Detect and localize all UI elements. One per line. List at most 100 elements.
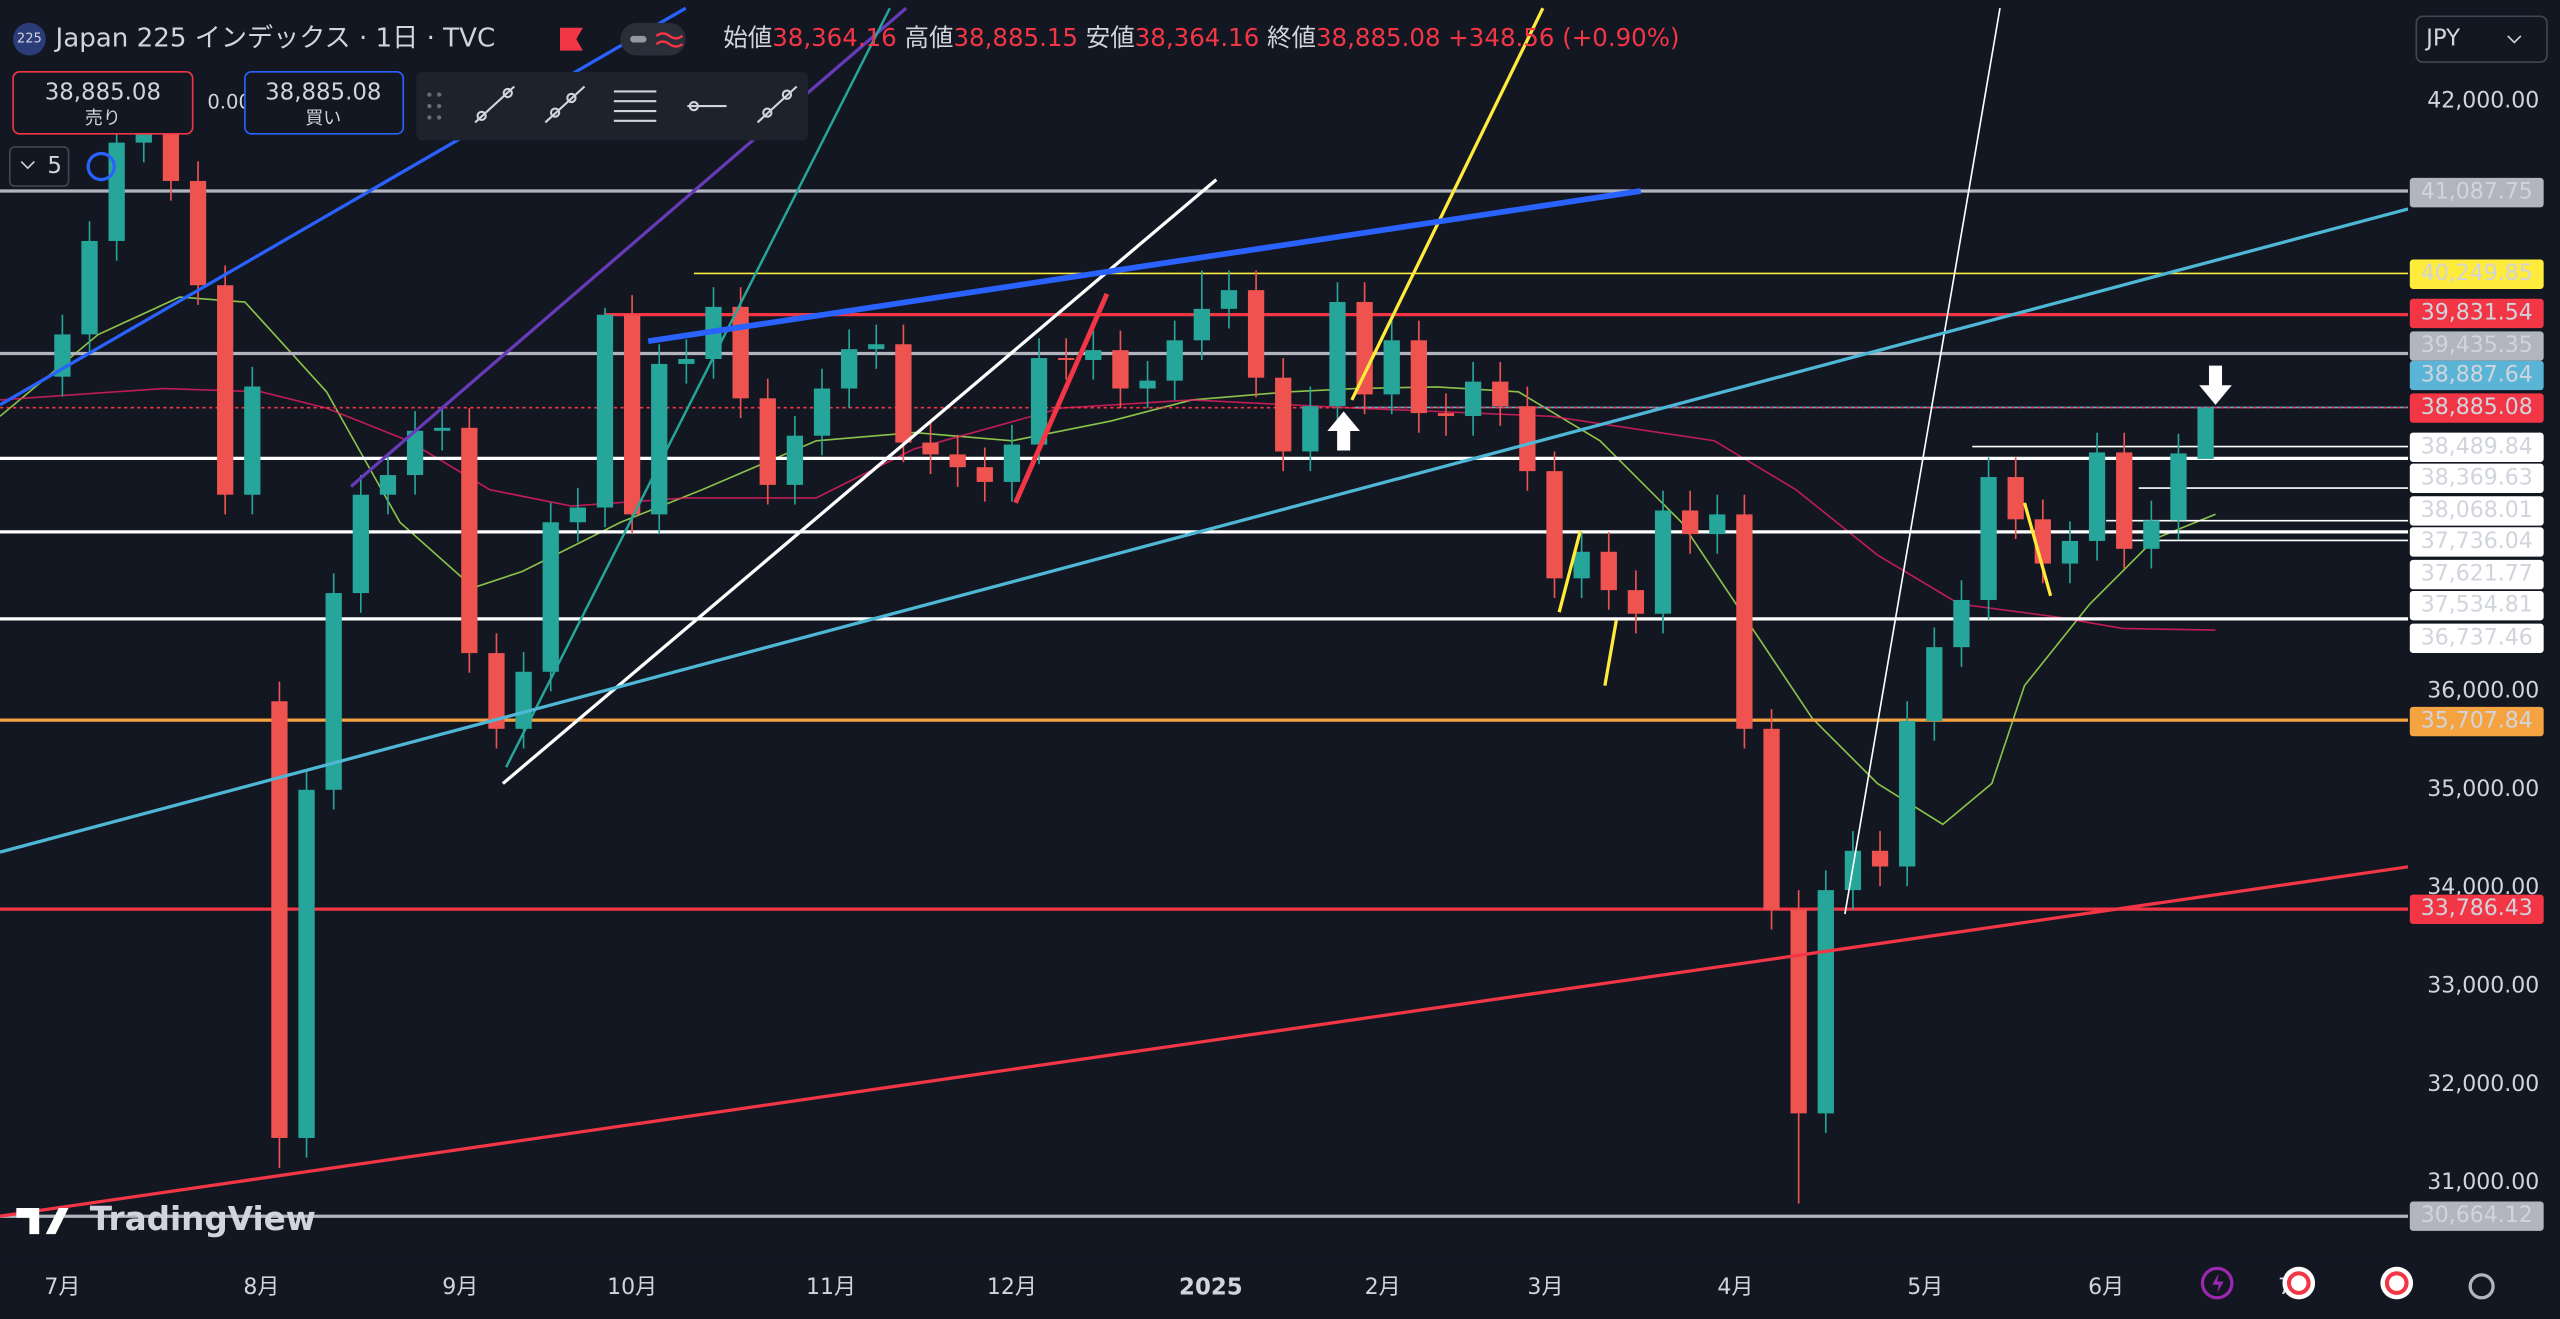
level-label: 37,621.77 (2421, 562, 2533, 587)
candle-body (678, 358, 695, 364)
x-tick-label: 2月 (1365, 1275, 1401, 1300)
candle-body (434, 427, 451, 431)
level-label-bg (2409, 331, 2544, 361)
ohlc-label: 高値 (905, 23, 954, 52)
candle-body (189, 180, 207, 286)
candle-body (841, 349, 858, 389)
candle-body (1437, 413, 1455, 417)
up-arrow (1327, 411, 1360, 451)
candle-body (1953, 599, 1970, 648)
x-tick-label: 2025 (1179, 1274, 1243, 1300)
sell-button[interactable] (12, 71, 194, 135)
candle-body (651, 363, 668, 515)
level-label: 38,887.64 (2421, 362, 2533, 387)
candle-body (1763, 728, 1780, 910)
ray-tool[interactable] (544, 85, 586, 124)
candle-body (488, 653, 505, 729)
level-label-bg (2409, 432, 2544, 462)
candle-body (298, 789, 315, 1138)
level-label-bg (2409, 393, 2544, 423)
y-tick-label: 32,000.00 (2427, 1072, 2539, 1097)
candle-body (1926, 647, 1943, 721)
horizontal-ray-tool[interactable] (687, 100, 727, 112)
candle-body (2061, 540, 2079, 564)
settings-icon[interactable] (2468, 1273, 2495, 1300)
drag-handle[interactable] (427, 92, 442, 120)
candle-body (1817, 890, 1834, 1114)
candle-body (1709, 514, 1726, 535)
symbol-icon-text: 225 (17, 32, 42, 47)
candle-body (1573, 551, 1590, 579)
ohlc-value: 38,885.15 (953, 23, 1078, 52)
sync-icon[interactable] (86, 151, 116, 182)
alert-icon[interactable] (2200, 1266, 2234, 1300)
x-tick-label: 4月 (1717, 1275, 1753, 1300)
x-tick-label: 3月 (1527, 1275, 1563, 1300)
candle-body (1193, 308, 1210, 341)
candle-body (2116, 452, 2133, 549)
candle-body (406, 430, 424, 476)
ohlc-label: 始値 (723, 23, 772, 52)
candle-body (2088, 452, 2106, 541)
currency-button[interactable] (2415, 15, 2548, 63)
level-label-bg (2409, 559, 2544, 590)
candle-body (2034, 519, 2051, 564)
x-tick-label: 5月 (1907, 1275, 1943, 1300)
candle-body (1546, 471, 1563, 579)
flag-icon[interactable] (560, 27, 583, 51)
trend-line (1603, 620, 1618, 686)
x-tick-label: 9月 (442, 1275, 478, 1300)
symbol-title[interactable]: Japan 225 インデックス · 1日 · TVC (54, 24, 496, 54)
price-axis: 42,000.0036,000.0035,000.0034,000.0033,0… (2408, 0, 2560, 1319)
collapse-count: 5 (47, 153, 62, 179)
level-label-bg (2409, 894, 2544, 924)
level-label: 33,786.43 (2421, 896, 2533, 921)
candle-body (1519, 406, 1536, 472)
candle-body (461, 427, 478, 654)
trend-line (1557, 530, 1582, 613)
trend-line (349, 6, 908, 488)
candle-body (1356, 301, 1373, 395)
level-label: 40,249.85 (2421, 261, 2533, 286)
time-axis-bg (0, 1256, 2409, 1319)
candle-body (1464, 381, 1482, 417)
candle-body (271, 701, 288, 1138)
buy-price: 38,885.08 (265, 80, 381, 106)
candle-body (1003, 444, 1021, 482)
trend-line-tool[interactable] (474, 85, 516, 124)
level-label-bg (2409, 298, 2544, 329)
x-tick-label: 6月 (2088, 1275, 2124, 1300)
candle-body (868, 344, 885, 350)
candle-body (1410, 340, 1427, 414)
candle-body (542, 522, 559, 672)
candle-body (922, 442, 939, 455)
level-label: 37,736.04 (2421, 529, 2533, 554)
compare-pill[interactable] (620, 22, 686, 56)
ohlc-value: 38,885.08 (1316, 23, 1441, 52)
extended-line-tool[interactable] (756, 85, 798, 124)
level-label: 41,087.75 (2421, 180, 2533, 205)
y-tick-label: 36,000.00 (2427, 678, 2539, 703)
sell-label: 売り (85, 108, 121, 129)
x-tick-label: 12月 (987, 1275, 1037, 1300)
y-tick-label: 35,000.00 (2427, 777, 2539, 802)
candle-body (949, 454, 966, 468)
currency-chevron (2507, 35, 2522, 44)
candle-body (813, 388, 831, 436)
candle-body (1329, 301, 1346, 407)
candle-body (623, 314, 641, 515)
fib-tool[interactable] (613, 90, 657, 122)
buy-label: 買い (305, 108, 341, 129)
candle-body (81, 240, 98, 335)
level-label-bg (2409, 590, 2544, 621)
level-label-bg (2409, 623, 2544, 653)
down-arrow (2199, 365, 2232, 405)
candle-body (352, 494, 369, 594)
collapse-button[interactable] (8, 146, 70, 187)
toolbar-bg (416, 71, 809, 141)
level-label: 39,831.54 (2421, 300, 2533, 325)
candle-body (1166, 340, 1183, 381)
level-label-bg (2409, 259, 2544, 289)
level-label: 30,664.12 (2421, 1203, 2533, 1228)
buy-button[interactable] (244, 71, 405, 135)
